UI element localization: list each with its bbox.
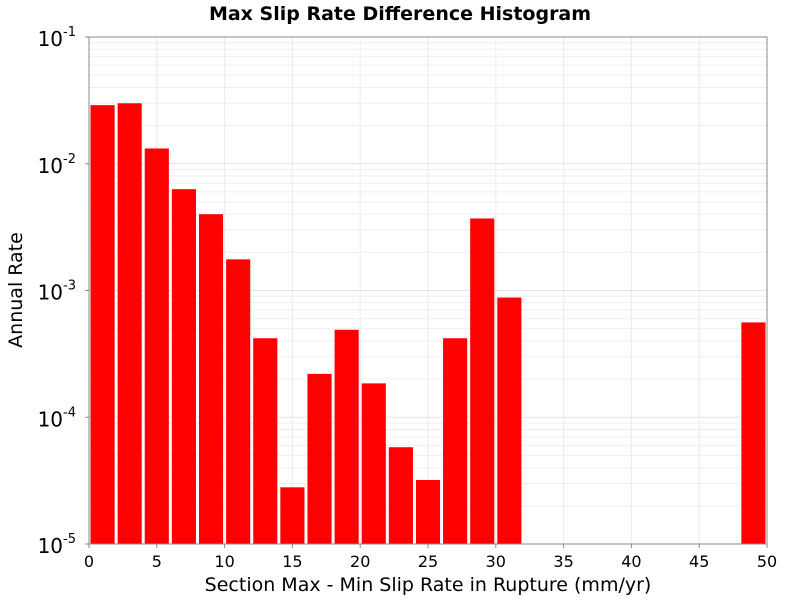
bar [307, 373, 332, 544]
chart-title: Max Slip Rate Difference Histogram [209, 3, 591, 25]
x-tick-label: 15 [282, 552, 302, 571]
bar [253, 338, 278, 544]
bar [226, 259, 251, 544]
y-tick-label: 10-3 [38, 279, 76, 305]
x-tick-label: 10 [214, 552, 234, 571]
bar [198, 214, 224, 544]
x-tick-label: 50 [757, 552, 777, 571]
y-tick-label: 10-5 [38, 532, 76, 558]
bar [171, 189, 196, 544]
bar [388, 447, 413, 544]
bar [470, 218, 495, 544]
bar [443, 338, 468, 544]
bar [497, 297, 522, 544]
bar [117, 103, 142, 545]
x-axis-label: Section Max - Min Slip Rate in Rupture (… [205, 574, 652, 596]
bar [741, 322, 766, 544]
y-axis: 10-5 10-4 10-3 10-2 10-1 [38, 25, 89, 558]
bar [280, 487, 305, 544]
y-tick-label: 10-1 [38, 25, 76, 51]
bar [90, 105, 115, 544]
x-tick-label: 35 [553, 552, 573, 571]
bar [415, 479, 441, 544]
y-tick-label: 10-2 [38, 152, 76, 178]
x-tick-label: 5 [152, 552, 162, 571]
x-tick-label: 25 [418, 552, 438, 571]
x-tick-label: 0 [84, 552, 94, 571]
bars [90, 103, 766, 545]
x-tick-label: 20 [350, 552, 370, 571]
bar [144, 148, 169, 544]
grid [88, 37, 768, 545]
y-axis-label: Annual Rate [5, 232, 27, 348]
x-tick-label: 40 [621, 552, 641, 571]
x-tick-label: 30 [486, 552, 506, 571]
bar [334, 329, 359, 544]
x-tick-label: 45 [689, 552, 709, 571]
y-tick-label: 10-4 [38, 405, 76, 431]
x-axis: 0 5 10 15 20 25 30 35 40 45 50 [84, 544, 777, 571]
bar [361, 383, 386, 544]
